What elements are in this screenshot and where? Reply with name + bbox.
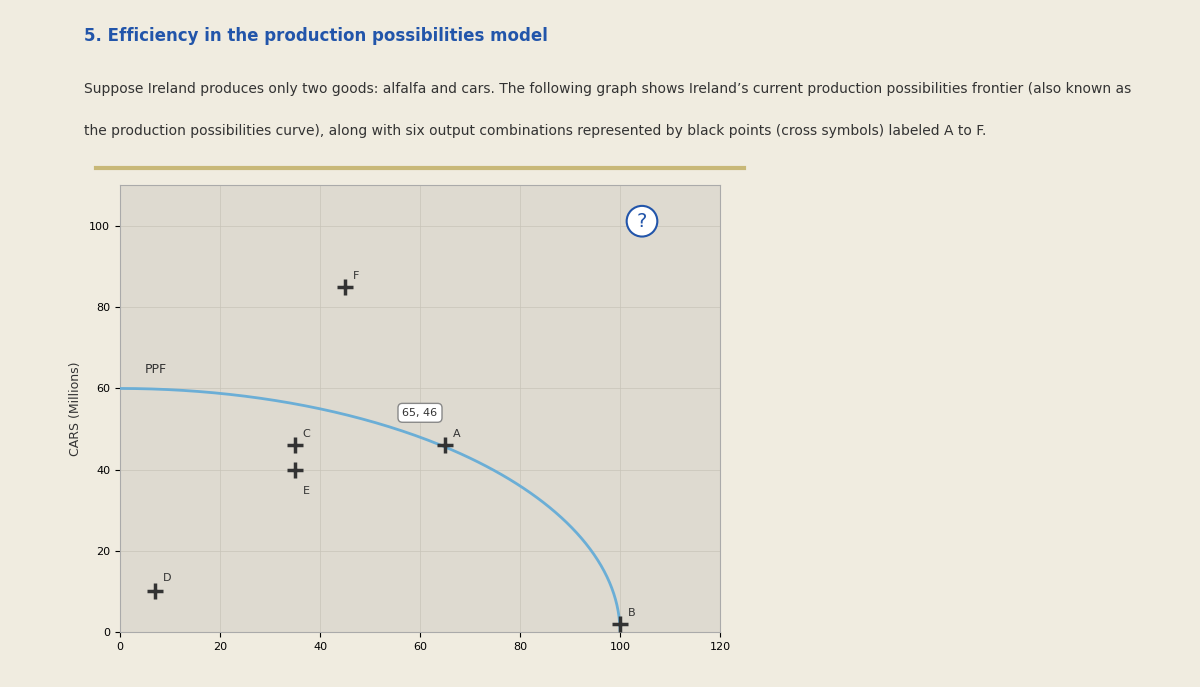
Text: 5. Efficiency in the production possibilities model: 5. Efficiency in the production possibil… (84, 27, 548, 45)
Text: C: C (302, 429, 311, 439)
Text: Suppose Ireland produces only two goods: alfalfa and cars. The following graph s: Suppose Ireland produces only two goods:… (84, 82, 1132, 96)
Text: ?: ? (637, 212, 647, 231)
Text: D: D (162, 574, 172, 583)
Text: 65, 46: 65, 46 (402, 408, 438, 418)
Text: B: B (628, 608, 635, 618)
Text: E: E (302, 486, 310, 496)
Text: A: A (452, 429, 460, 439)
Y-axis label: CARS (Millions): CARS (Millions) (70, 361, 83, 456)
Text: PPF: PPF (145, 363, 167, 376)
Text: F: F (353, 271, 359, 281)
Text: the production possibilities curve), along with six output combinations represen: the production possibilities curve), alo… (84, 124, 986, 137)
